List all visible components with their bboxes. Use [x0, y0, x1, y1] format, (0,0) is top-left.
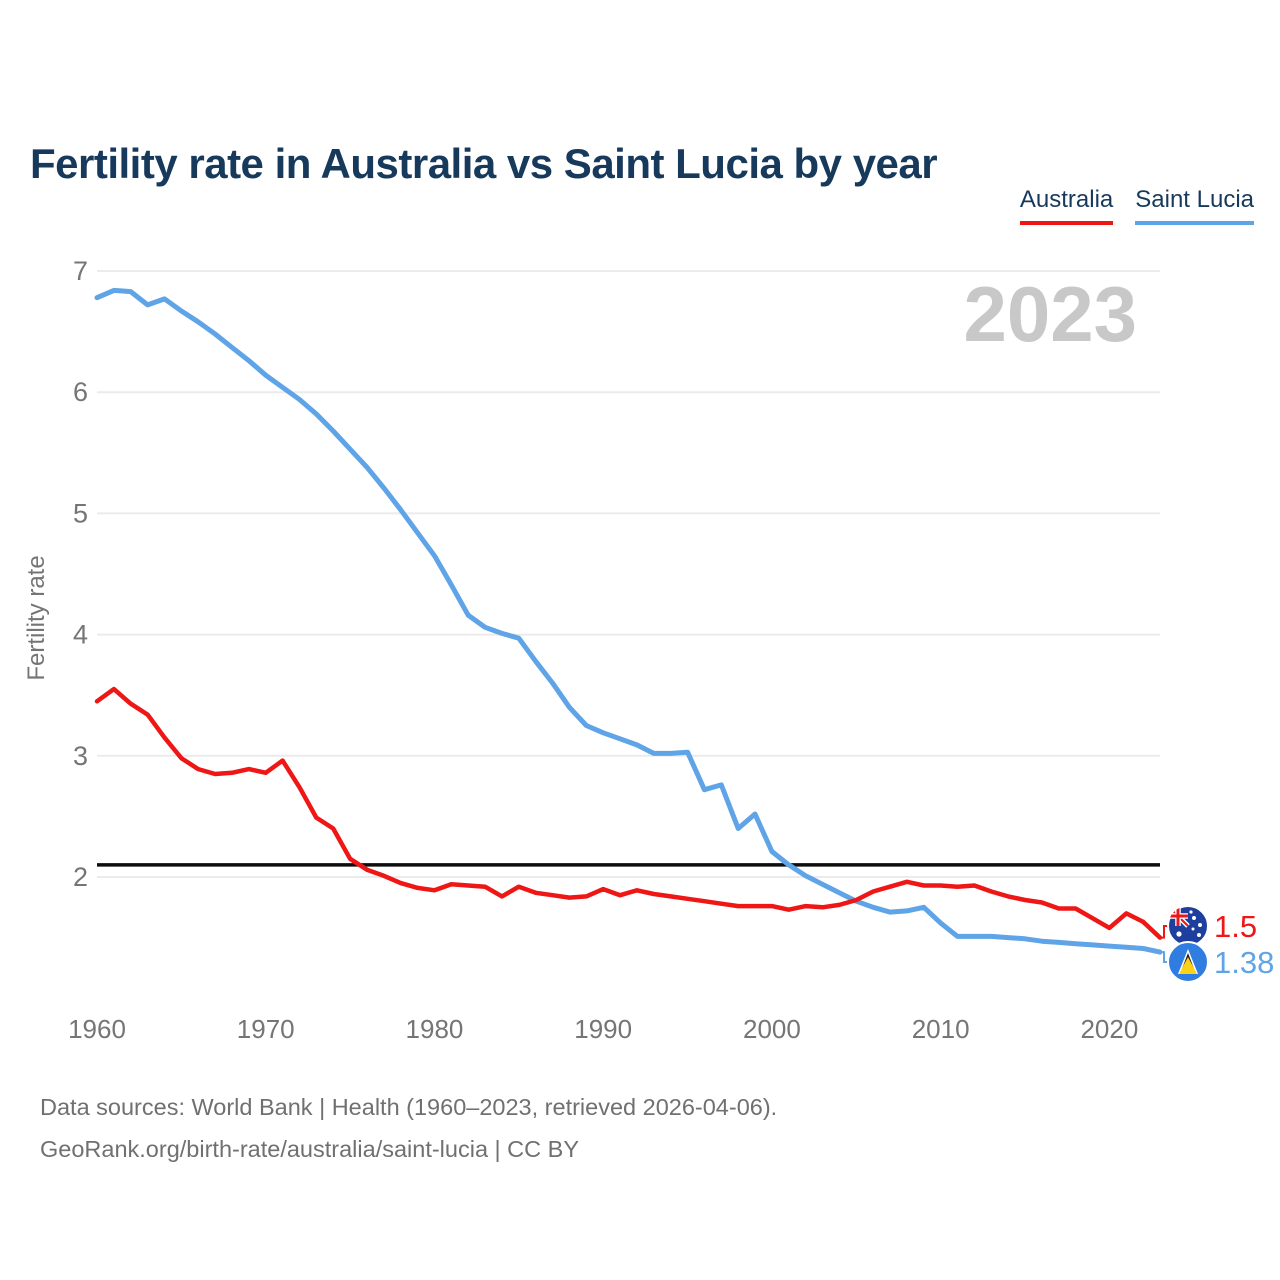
x-tick-label-2000: 2000 — [743, 1014, 801, 1044]
series-line-australia[interactable] — [94, 686, 1163, 940]
y-tick-label-6: 6 — [73, 377, 88, 407]
saint-lucia-label-connector — [1158, 951, 1168, 963]
x-tick-label-1960: 1960 — [68, 1014, 126, 1044]
australia-label-connector — [1158, 925, 1168, 939]
chart-footer: Data sources: World Bank | Health (1960–… — [40, 1086, 777, 1170]
data-sources-line: Data sources: World Bank | Health (1960–… — [40, 1094, 778, 1120]
page-title: Fertility rate in Australia vs Saint Luc… — [30, 140, 938, 188]
y-tick-label-7: 7 — [73, 256, 88, 286]
chart-legend: Australia Saint Lucia — [1019, 186, 1254, 225]
x-tick-label-2010: 2010 — [912, 1014, 970, 1044]
series-line-saint-lucia[interactable] — [94, 287, 1163, 955]
y-axis-label: Fertility rate — [23, 555, 50, 680]
australia-flag-icon — [1167, 905, 1209, 947]
x-tick-label-2020: 2020 — [1080, 1014, 1138, 1044]
saint-lucia-end-value: 1.38 — [1214, 945, 1274, 980]
watermark-year: 2023 — [963, 270, 1137, 358]
australia-end-value: 1.5 — [1214, 909, 1257, 944]
y-tick-label-3: 3 — [73, 741, 88, 771]
y-tick-label-2: 2 — [73, 862, 88, 892]
legend-item-saint-lucia[interactable]: Saint Lucia — [1135, 186, 1254, 225]
x-tick-label-1970: 1970 — [237, 1014, 295, 1044]
attribution-line: GeoRank.org/birth-rate/australia/saint-l… — [40, 1136, 579, 1162]
y-tick-label-4: 4 — [73, 620, 88, 650]
saint-lucia-flag-icon — [1167, 941, 1209, 983]
x-tick-label-1980: 1980 — [406, 1014, 464, 1044]
legend-item-australia[interactable]: Australia — [1019, 186, 1114, 225]
x-tick-label-1990: 1990 — [574, 1014, 632, 1044]
y-tick-label-5: 5 — [73, 498, 88, 528]
